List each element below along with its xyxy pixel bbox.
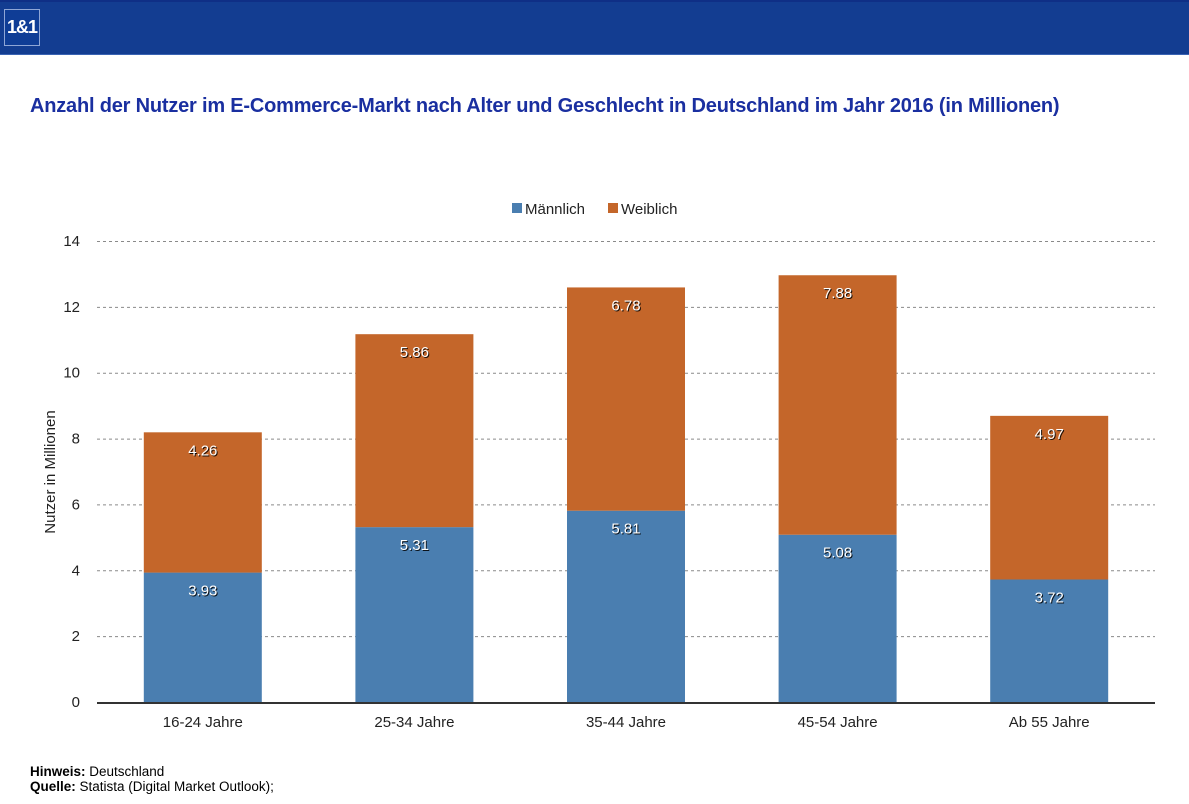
y-axis-ticks: 0 2 4 6 8 10 12 14 xyxy=(63,233,80,711)
data-label-shadow: 4.26 xyxy=(189,443,218,460)
y-tick-label: 10 xyxy=(63,365,80,382)
data-labels: 3.933.934.264.265.315.315.865.865.815.81… xyxy=(188,285,1065,607)
y-axis-label: Nutzer in Millionen xyxy=(42,410,59,533)
data-label: 5.86 xyxy=(400,344,429,361)
legend-swatch-maennlich xyxy=(512,203,522,213)
bar-maennlich[interactable] xyxy=(567,510,685,702)
top-bar-stripe xyxy=(0,54,1189,55)
data-label-shadow: 5.31 xyxy=(401,538,430,555)
data-label-shadow: 4.97 xyxy=(1036,427,1065,444)
y-tick-label: 6 xyxy=(72,496,80,513)
y-tick-label: 2 xyxy=(72,628,80,645)
data-label-shadow: 3.93 xyxy=(189,584,218,601)
x-tick-label: 16-24 Jahre xyxy=(163,714,243,731)
data-label: 5.31 xyxy=(400,537,429,554)
footer-quelle: Quelle: Statista (Digital Market Outlook… xyxy=(30,779,274,794)
legend-label: Männlich xyxy=(525,201,585,218)
data-label: 5.81 xyxy=(611,521,640,538)
data-label-shadow: 5.08 xyxy=(824,546,853,563)
legend-swatch-weiblich xyxy=(608,203,618,213)
bar-weiblich[interactable] xyxy=(778,275,897,535)
bar-maennlich[interactable] xyxy=(990,579,1109,702)
data-label: 4.97 xyxy=(1035,426,1064,443)
x-tick-label: Ab 55 Jahre xyxy=(1009,714,1090,731)
x-axis-ticks: 16-24 Jahre 25-34 Jahre 35-44 Jahre 45-54 J… xyxy=(163,714,1090,731)
bar-weiblich[interactable] xyxy=(355,334,474,528)
data-label-shadow: 5.86 xyxy=(401,345,430,362)
data-label: 3.72 xyxy=(1035,590,1064,607)
data-label-shadow: 3.72 xyxy=(1036,591,1065,608)
data-label: 5.08 xyxy=(823,545,852,562)
data-label-shadow: 6.78 xyxy=(612,298,641,315)
data-label: 7.88 xyxy=(823,285,852,302)
y-tick-label: 14 xyxy=(63,233,80,250)
y-tick-label: 0 xyxy=(72,694,80,711)
bar-weiblich[interactable] xyxy=(567,287,685,511)
bar-weiblich[interactable] xyxy=(143,432,262,573)
quelle-value: Statista (Digital Market Outlook); xyxy=(75,779,274,794)
data-label-shadow: 5.81 xyxy=(612,522,641,539)
brand-logo[interactable]: 1&1 xyxy=(4,9,40,46)
hinweis-label: Hinweis: xyxy=(30,764,86,779)
legend: Männlich Weiblich xyxy=(512,201,677,218)
bars xyxy=(143,275,1109,702)
x-tick-label: 25-34 Jahre xyxy=(374,714,454,731)
data-label: 6.78 xyxy=(611,297,640,314)
footer-notes: Hinweis: Deutschland Quelle: Statista (D… xyxy=(30,764,274,794)
bar-maennlich[interactable] xyxy=(778,534,897,702)
bar-weiblich[interactable] xyxy=(990,415,1109,580)
hinweis-value: Deutschland xyxy=(85,764,165,779)
x-tick-label: 35-44 Jahre xyxy=(586,714,666,731)
chart-title: Anzahl der Nutzer im E-Commerce-Markt na… xyxy=(30,95,1060,117)
data-label: 3.93 xyxy=(188,583,217,600)
bar-maennlich[interactable] xyxy=(355,527,474,702)
top-bar: 1&1 xyxy=(0,0,1189,55)
x-tick-label: 45-54 Jahre xyxy=(798,714,878,731)
legend-label: Weiblich xyxy=(621,201,677,218)
y-tick-label: 4 xyxy=(72,562,80,579)
data-label-shadow: 7.88 xyxy=(824,286,853,303)
quelle-label: Quelle: xyxy=(30,779,76,794)
y-tick-label: 8 xyxy=(72,431,80,448)
footer-hinweis: Hinweis: Deutschland xyxy=(30,764,274,779)
data-label: 4.26 xyxy=(188,442,217,459)
y-tick-label: 12 xyxy=(63,299,80,316)
bar-maennlich[interactable] xyxy=(143,572,262,702)
